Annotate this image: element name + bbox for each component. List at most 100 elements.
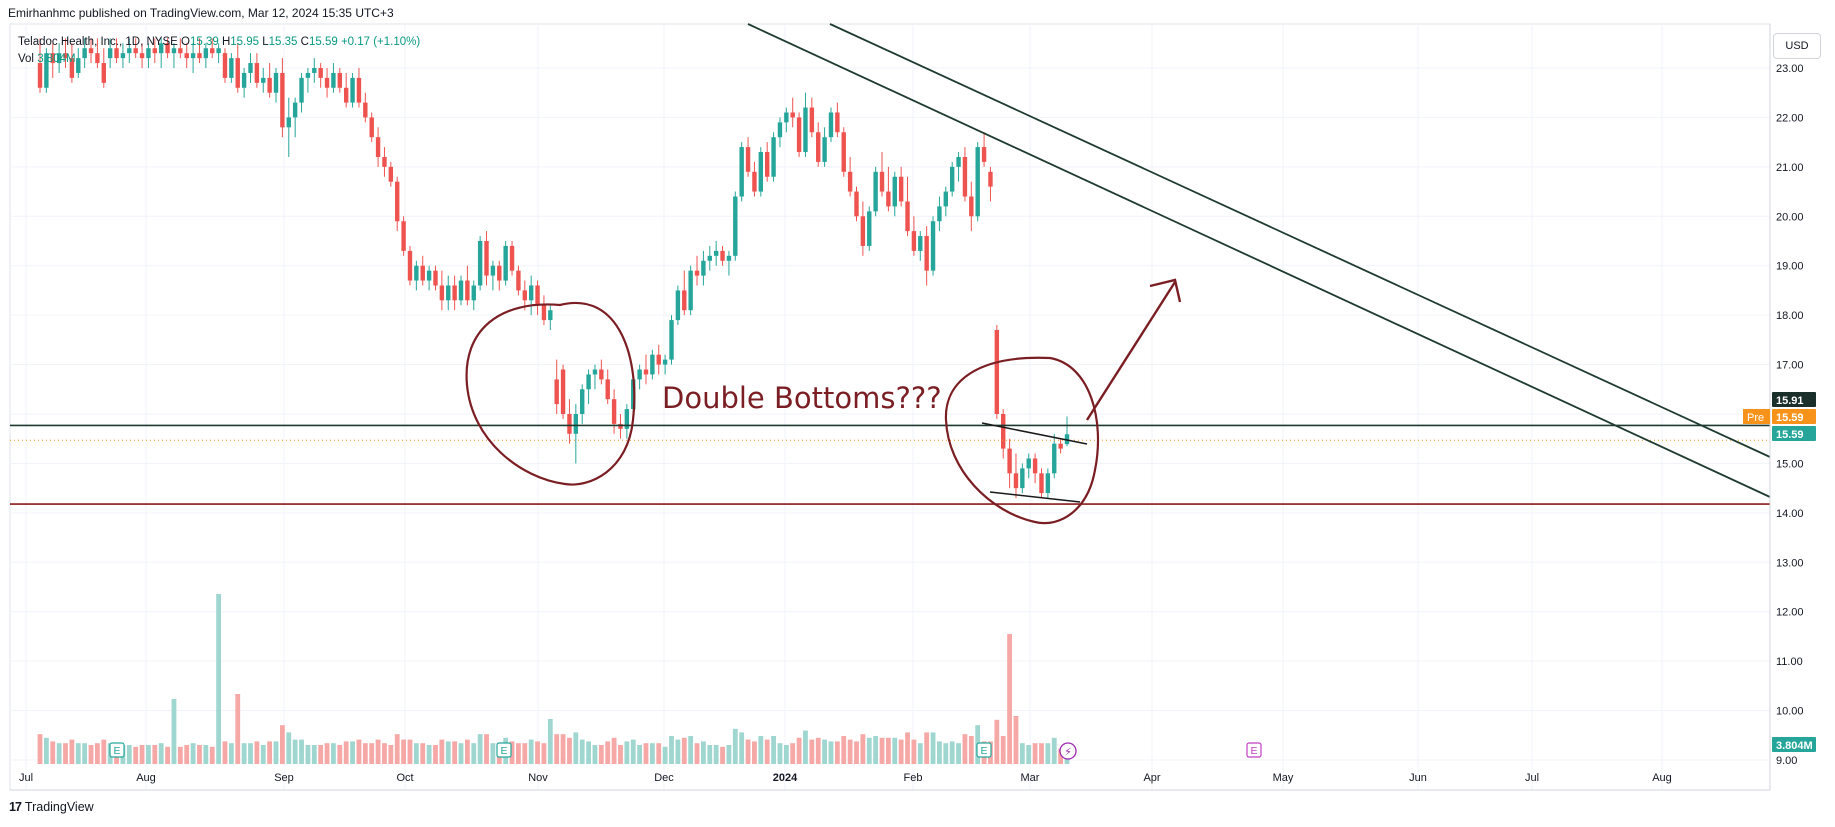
- volume-bar: [720, 746, 725, 764]
- volume-bar: [828, 741, 834, 764]
- pre-market-tag-label-bg: [1743, 409, 1770, 424]
- volume-bar: [165, 746, 170, 764]
- y-tick-label: 20.00: [1776, 211, 1804, 223]
- volume-bar: [375, 739, 381, 764]
- candle-body: [465, 280, 470, 301]
- candle-body: [171, 48, 177, 54]
- volume-bar: [152, 745, 158, 764]
- candle-body: [707, 255, 712, 261]
- chart-legend: Teladoc Health, Inc., 1D, NYSE O15.39 H1…: [18, 34, 420, 68]
- currency-button[interactable]: USD: [1773, 33, 1821, 59]
- volume-bar: [701, 741, 706, 764]
- candle-body: [120, 53, 126, 59]
- legend-low-label: L: [262, 36, 269, 48]
- legend-volume-row: Vol 3.804M: [18, 51, 420, 68]
- volume-bar: [675, 739, 681, 764]
- candle-body: [918, 236, 923, 251]
- candle-body: [745, 147, 751, 172]
- candle-body: [414, 265, 419, 281]
- candle-body: [356, 77, 362, 103]
- volume-bar: [822, 739, 828, 764]
- volume-bar: [356, 739, 362, 764]
- volume-bar: [43, 737, 49, 764]
- volume-bar: [752, 741, 757, 764]
- volume-bar: [713, 745, 719, 764]
- candle-body: [1052, 443, 1057, 474]
- volume-bar: [311, 745, 317, 764]
- volume-bar: [413, 743, 419, 764]
- volume-bar: [771, 736, 776, 764]
- candle-body: [241, 72, 247, 88]
- candle-body: [146, 48, 151, 59]
- candle-body: [662, 359, 668, 365]
- candle-body: [1013, 473, 1019, 489]
- y-tick-label: 23.00: [1776, 63, 1804, 75]
- candle-body: [535, 285, 540, 306]
- volume-bar: [898, 739, 904, 764]
- candle-body: [1007, 448, 1012, 474]
- candle-body: [803, 107, 808, 153]
- candle-body: [509, 245, 515, 271]
- volume-bar: [56, 743, 62, 764]
- candle-body: [937, 206, 942, 222]
- candle-body: [222, 53, 228, 78]
- volume-bar: [758, 736, 764, 764]
- candle-body: [949, 166, 955, 192]
- double-bottom-circle-left: [465, 301, 636, 486]
- candle-body: [44, 53, 49, 88]
- volume-bar: [911, 739, 917, 764]
- volume-bar: [337, 745, 343, 764]
- x-tick-label: 2024: [773, 772, 798, 784]
- volume-bar: [490, 743, 496, 764]
- volume-bar: [624, 741, 630, 764]
- candle-body: [592, 369, 598, 375]
- volume-bar: [560, 734, 566, 764]
- candle-body: [733, 196, 738, 256]
- tradingview-logo-icon: 17: [9, 800, 22, 814]
- y-tick-label: 9.00: [1776, 755, 1797, 767]
- candle-body: [76, 58, 81, 73]
- volume-bar: [656, 743, 662, 764]
- downtrend-line-upper: [829, 23, 1771, 458]
- volume-bar: [146, 745, 151, 764]
- volume-bar: [1019, 743, 1025, 764]
- candle-body: [854, 191, 859, 217]
- volume-bar: [318, 745, 324, 764]
- y-tick-label: 18.00: [1776, 310, 1804, 322]
- volume-bar: [968, 736, 974, 764]
- volume-bar: [930, 732, 936, 764]
- candle-body: [720, 250, 725, 261]
- candle-body: [771, 137, 776, 177]
- candle-body: [165, 43, 170, 54]
- earnings-marker-icon: [109, 742, 125, 758]
- volume-bar: [796, 737, 802, 764]
- candle-body: [886, 191, 891, 207]
- volume-bar: [267, 741, 273, 764]
- candle-body: [420, 265, 425, 281]
- y-tick-label: 10.00: [1776, 706, 1804, 718]
- volume-bar: [611, 737, 617, 764]
- volume-bar: [669, 736, 674, 764]
- y-tick-label: 13.00: [1776, 557, 1804, 569]
- volume-bar: [171, 699, 177, 764]
- price-tag-value: 15.91: [1776, 395, 1804, 407]
- candle-body: [580, 389, 585, 414]
- candle-body: [312, 68, 317, 73]
- volume-bar: [1051, 737, 1057, 764]
- volume-bar: [854, 741, 859, 764]
- candle-body: [637, 369, 642, 380]
- candle-body: [656, 354, 661, 365]
- volume-bar: [873, 736, 879, 764]
- candle-body: [210, 48, 215, 54]
- volume-bar: [216, 594, 222, 764]
- earnings-marker-icon: [976, 742, 992, 758]
- legend-vol-label: Vol: [18, 53, 34, 65]
- published-header: Emirhanhmc published on TradingView.com,…: [8, 6, 394, 20]
- volume-bar: [126, 745, 132, 764]
- volume-bar: [598, 745, 604, 764]
- tradingview-footer[interactable]: 17 TradingView: [9, 800, 94, 814]
- volume-bar: [866, 737, 872, 764]
- volume-bar: [254, 741, 260, 764]
- candle-body: [924, 236, 929, 271]
